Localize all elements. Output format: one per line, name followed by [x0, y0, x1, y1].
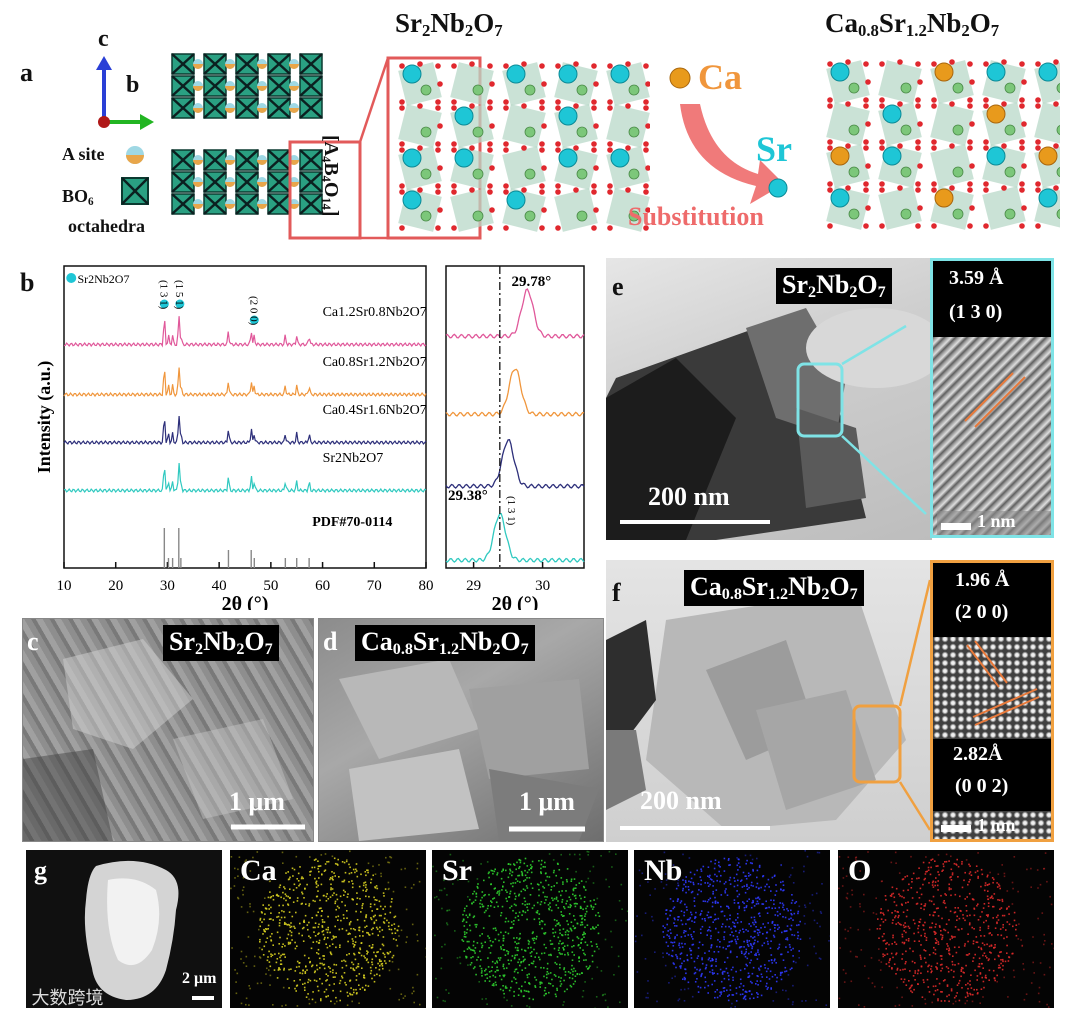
layered-perovskite-schematic	[171, 53, 323, 215]
panel-a-label: a	[20, 58, 33, 87]
eds-o-label: O	[848, 854, 872, 887]
structure-title-right: Ca0.8Sr1.2Nb2O7	[825, 8, 1000, 41]
plane-f1: (2 0 0)	[955, 601, 1009, 623]
legend-a-site: A site	[62, 144, 105, 164]
hrtem-inset-e: 3.59 Å (1 3 0) 1 nm	[930, 258, 1054, 538]
legend-bo6: BO6	[62, 186, 94, 208]
sem-image-d: d Ca0.8Sr1.2Nb2O7 1 μm	[318, 618, 604, 842]
series-label: Ca0.8Sr1.2Nb2O7	[323, 355, 427, 370]
tem-e-title: Sr2Nb2O7	[776, 268, 892, 305]
panel-b-label: b	[20, 268, 35, 297]
zoom-pattern-line	[445, 513, 585, 563]
d-spacing-f1: 1.96 Å	[955, 569, 1010, 591]
sem-d-scale: 1 μm	[519, 787, 575, 816]
xrd-xlabel: 2θ (°)	[222, 593, 269, 610]
peak-label: (1 3 1)	[157, 280, 169, 310]
sem-image-c: c Sr2Nb2O7 1 μm	[22, 618, 314, 842]
zoom-pattern-line	[445, 438, 585, 489]
zoom-connector	[288, 56, 482, 240]
panel-g-label: g	[34, 856, 47, 885]
sr2nb2o7-structure	[398, 61, 650, 232]
d-spacing-e: 3.59 Å	[949, 267, 1004, 289]
structure-title-left: Sr2Nb2O7	[395, 8, 503, 41]
casrnbo-structure	[826, 59, 1060, 230]
xrd-pattern-line	[63, 415, 427, 446]
peak-label: (1 5 1)	[173, 280, 185, 310]
zoom-pattern-line	[445, 288, 585, 339]
haadf-scale: 2 μm	[182, 970, 217, 987]
eds-map-sr: Sr	[432, 850, 628, 1008]
eds-map-o: O	[838, 850, 1054, 1008]
substitution-arrow	[669, 67, 788, 204]
zoom-peak-label: (1 3 1)	[505, 496, 517, 526]
panel-d-label: d	[323, 627, 338, 656]
series-label: Ca1.2Sr0.8Nb2O7	[323, 305, 427, 320]
tem-f-title: Ca0.8Sr1.2Nb2O7	[684, 570, 864, 607]
xrd-xtick: 70	[367, 578, 382, 594]
eds-nb-label: Nb	[644, 854, 683, 887]
xrd-xtick: 30	[160, 578, 175, 594]
tem-f-scale-label: 200 nm	[640, 786, 722, 815]
eds-map-ca: Ca	[230, 850, 426, 1008]
tem-image-f: 200 nm f Ca0.8Sr1.2Nb2O7	[606, 560, 932, 842]
sem-c-scale: 1 μm	[229, 787, 285, 816]
xrd-pattern-line	[63, 316, 427, 348]
sr-label: Sr	[756, 129, 792, 169]
substitution-label: Substitution	[628, 202, 764, 231]
zoom-pattern-line	[445, 368, 585, 417]
ca-label: Ca	[698, 57, 742, 97]
legend-text: Sr2Nb2O7	[77, 272, 129, 286]
peak-marker-icon	[159, 299, 169, 309]
eds-map-nb: Nb	[634, 850, 830, 1008]
angle-top: 29.78°	[512, 274, 552, 290]
watermark-logo-icon: ◎	[10, 988, 26, 1009]
sem-d-title: Ca0.8Sr1.2Nb2O7	[355, 625, 535, 662]
xrd-pattern-line	[63, 367, 427, 398]
xrd-xtick: 60	[315, 578, 330, 594]
legend-marker-icon	[66, 273, 77, 283]
zoom-xtick: 29	[466, 578, 481, 594]
peak-label: (2 0 0)	[247, 296, 259, 326]
peak-marker-icon	[249, 315, 259, 325]
bo6-octahedron-icon	[121, 177, 149, 205]
eds-sr-label: Sr	[442, 854, 472, 887]
crystal-axes-icon	[96, 56, 154, 130]
xrd-chart: 10 20 30 40 50 60 70 80 2θ (°) Intensity (a.u.) Sr…	[34, 265, 585, 610]
inset-f-scale: 1 nm	[977, 815, 1016, 835]
plane-f2: (0 0 2)	[955, 775, 1009, 797]
axis-c-label: c	[98, 26, 109, 52]
series-label: Sr2Nb2O7	[323, 451, 384, 466]
block-label: [A4B4O14]	[318, 135, 342, 217]
panel-e-label: e	[612, 272, 624, 301]
zoom-xlabel: 2θ (°)	[492, 593, 539, 610]
peak-marker-icon	[175, 299, 185, 309]
tem-image-e: 200 nm e Sr2Nb2O7	[606, 258, 932, 540]
a-site-icon	[126, 146, 144, 164]
eds-ca-label: Ca	[240, 854, 277, 887]
panel-c-label: c	[27, 627, 39, 656]
legend-octahedra: octahedra	[68, 216, 145, 236]
watermark: ◎ 大数跨境	[10, 988, 104, 1009]
zoom-xtick: 30	[535, 578, 550, 594]
angle-bottom: 29.38°	[448, 488, 488, 504]
xrd-xtick: 20	[108, 578, 123, 594]
xrd-ylabel: Intensity (a.u.)	[34, 361, 55, 474]
xrd-xtick: 40	[212, 578, 227, 594]
xrd-pattern-line	[63, 462, 427, 494]
xrd-xtick: 80	[419, 578, 434, 594]
inset-e-scale: 1 nm	[977, 511, 1016, 531]
haadf-image-g: g 2 μm	[26, 850, 222, 1008]
xrd-xtick: 50	[263, 578, 278, 594]
tem-e-scale-label: 200 nm	[648, 482, 730, 511]
axis-b-label: b	[126, 72, 140, 98]
series-label: Ca0.4Sr1.6Nb2O7	[323, 403, 427, 418]
panel-f-label: f	[612, 578, 621, 607]
pdf-label: PDF#70-0114	[312, 515, 392, 530]
xrd-xtick: 10	[57, 578, 72, 594]
hrtem-inset-f: 1.96 Å (2 0 0) 2.82Å (0 0 2) 1 nm	[930, 560, 1054, 842]
sem-c-title: Sr2Nb2O7	[163, 625, 279, 662]
plane-e: (1 3 0)	[949, 301, 1003, 323]
d-spacing-f2: 2.82Å	[953, 743, 1003, 765]
